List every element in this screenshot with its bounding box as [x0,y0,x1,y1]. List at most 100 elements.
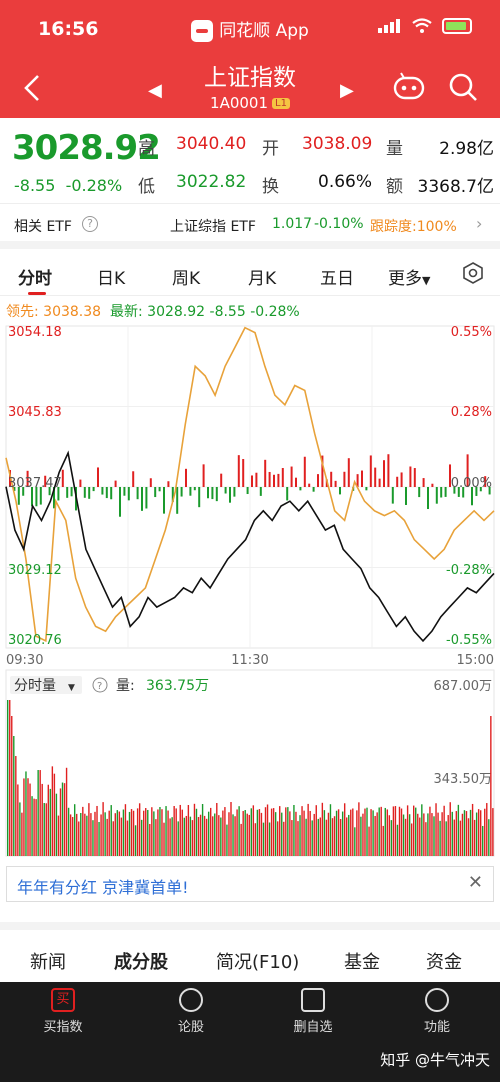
strength-bar [189,487,192,496]
strength-bar [132,471,135,487]
back-arrow-icon[interactable] [22,74,42,102]
volume-bar [187,805,190,856]
volume-bar [469,809,472,856]
strength-bar [281,468,284,487]
strength-bar [220,473,223,487]
volume-bar [90,813,92,856]
volume-bar [380,806,382,856]
volume-bar [394,806,397,856]
y-axis-right-label: 0.28% [451,405,492,420]
volume-bar [297,821,299,856]
strength-bar [163,487,165,514]
volume-bar [132,810,135,856]
search-icon[interactable] [448,72,478,102]
chart-legend: 领先: 3038.38 最新: 3028.92 -8.55 -0.28% [6,301,300,321]
tab-components[interactable]: 成分股 [114,952,168,973]
volume-bar [410,823,413,856]
tab-funds[interactable]: 基金 [344,952,380,973]
chart-tabs: 分时 日K 周K 月K 五日 更多▼ [0,252,500,296]
functions-button[interactable]: 功能 [402,988,472,1035]
volume-bar [346,817,348,856]
tab-five-day[interactable]: 五日 [320,269,354,289]
volume-bar [222,810,224,856]
strength-bar [119,487,121,517]
tab-more[interactable]: 更多▼ [388,264,430,289]
amount-label: 额 [386,177,403,197]
settings-icon[interactable] [462,262,484,284]
volume-bar [427,813,429,856]
volume-bar [88,803,90,856]
prev-index-icon[interactable]: ◀ [148,80,162,101]
help-icon [92,677,108,693]
volume-bar [382,825,384,856]
volume-bar [319,817,322,856]
tab-profile[interactable]: 简况(F10) [216,952,300,973]
volume-bar [283,821,285,856]
volume-bar [106,818,108,856]
related-etf-row[interactable]: 相关 ETF ? 上证综指 ETF 1.017 -0.10% 跟踪度:100% … [0,205,500,249]
strength-bar [202,464,205,487]
volume-bar [9,700,11,856]
volume-bar [421,804,423,856]
volume-bar [463,810,466,856]
volume-bar [140,819,143,856]
volume-bar [51,766,54,856]
close-icon[interactable]: ✕ [467,872,483,893]
tab-intraday[interactable]: 分时 [18,269,52,289]
volume-bar [59,788,62,856]
remove-watchlist-button[interactable]: 删自选 [278,988,348,1035]
strength-bar [149,478,152,487]
active-tab-indicator [28,292,46,295]
volume-bar [116,810,119,856]
intraday-chart[interactable]: 3054.18 3045.83 3037.47 3029.12 3020.76 0.55%… [0,318,500,858]
volume-bar [270,808,273,856]
volume-bar [7,700,9,856]
strength-bar [211,487,214,500]
strength-bar [273,474,275,487]
volume-bar [400,808,403,856]
volume-bar [98,821,100,856]
strength-bar [17,487,20,505]
volume-bar [398,806,401,856]
etf-tracking: 跟踪度:100% [370,219,457,235]
latest-change: -8.55 [209,304,246,320]
low-value: 3022.82 [176,172,247,192]
tab-weekly-k[interactable]: 周K [172,269,201,289]
volume-bar [69,814,72,856]
strength-bar [215,487,218,502]
volume-bar [230,802,232,856]
y-axis-right-label: -0.55% [446,633,492,648]
tab-capital[interactable]: 资金 [426,952,462,973]
change-value: -8.55 [14,176,56,195]
help-icon[interactable]: ? [82,216,98,232]
discuss-button[interactable]: 论股 [156,988,226,1035]
y-axis-right-label: -0.28% [446,563,492,578]
strength-bar [110,487,113,500]
volume-bar [293,804,295,856]
robot-assistant-icon[interactable] [392,72,426,102]
volume-bar [262,822,265,856]
tab-news[interactable]: 新闻 [30,952,66,973]
tab-daily-k[interactable]: 日K [97,269,126,289]
volume-bar [41,783,43,856]
volume-bar [376,812,378,856]
volume-bar [413,805,415,856]
promo-banner[interactable]: 年年有分红 京津冀首单! ✕ [6,866,494,902]
volume-bar [291,820,293,856]
chevron-right-icon[interactable]: › [476,214,483,233]
volume-bar [451,811,453,856]
volume-bar [441,812,443,856]
strength-bar [449,464,451,487]
strength-bar [343,471,346,487]
buy-index-button[interactable]: 买买指数 [28,988,98,1035]
quote-panel: 3028.92 -8.55 -0.28% 高 3040.40 开 3038.09… [0,118,500,204]
next-index-icon[interactable]: ▶ [340,80,354,101]
strength-bar [312,487,315,492]
volume-bar [258,809,261,856]
y-axis-right-label: 0.00% [451,476,492,491]
volume-bar [453,819,455,856]
tab-monthly-k[interactable]: 月K [248,269,277,289]
open-label: 开 [262,139,279,159]
star-chat-icon [179,988,203,1012]
volume-bar [171,817,173,856]
